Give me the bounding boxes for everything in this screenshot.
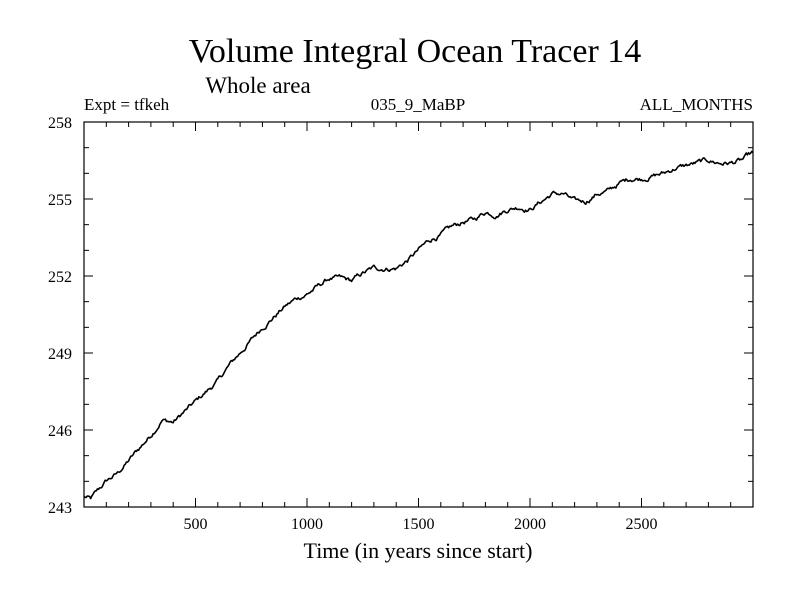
x-tick-label: 500 — [184, 516, 208, 533]
x-tick-label: 2500 — [626, 516, 658, 533]
y-tick-label: 258 — [48, 115, 72, 132]
x-axis-label: Time (in years since start) — [304, 538, 533, 563]
x-tick-label: 1000 — [291, 516, 323, 533]
chart-subtitle: Whole area — [205, 73, 310, 98]
chart-title: Volume Integral Ocean Tracer 14 — [189, 33, 642, 70]
y-tick-label: 255 — [48, 192, 72, 209]
series-line — [83, 150, 754, 500]
expt-label: Expt = tfkeh — [84, 95, 170, 114]
y-tick-label: 246 — [48, 423, 72, 440]
months-label: ALL_MONTHS — [640, 95, 753, 114]
run-label: 035_9_MaBP — [371, 95, 465, 114]
series-group — [83, 150, 754, 500]
axis-tick-labels: 500 1000 1500 2000 2500 243 246 249 252 255 258 — [48, 115, 658, 533]
y-tick-label: 252 — [48, 269, 72, 286]
axis-ticks — [84, 121, 753, 508]
plot-area-frame — [83, 121, 754, 508]
x-tick-label: 1500 — [403, 516, 435, 533]
x-tick-label: 2000 — [514, 516, 546, 533]
y-tick-label: 249 — [48, 346, 72, 363]
y-tick-label: 243 — [48, 500, 72, 517]
